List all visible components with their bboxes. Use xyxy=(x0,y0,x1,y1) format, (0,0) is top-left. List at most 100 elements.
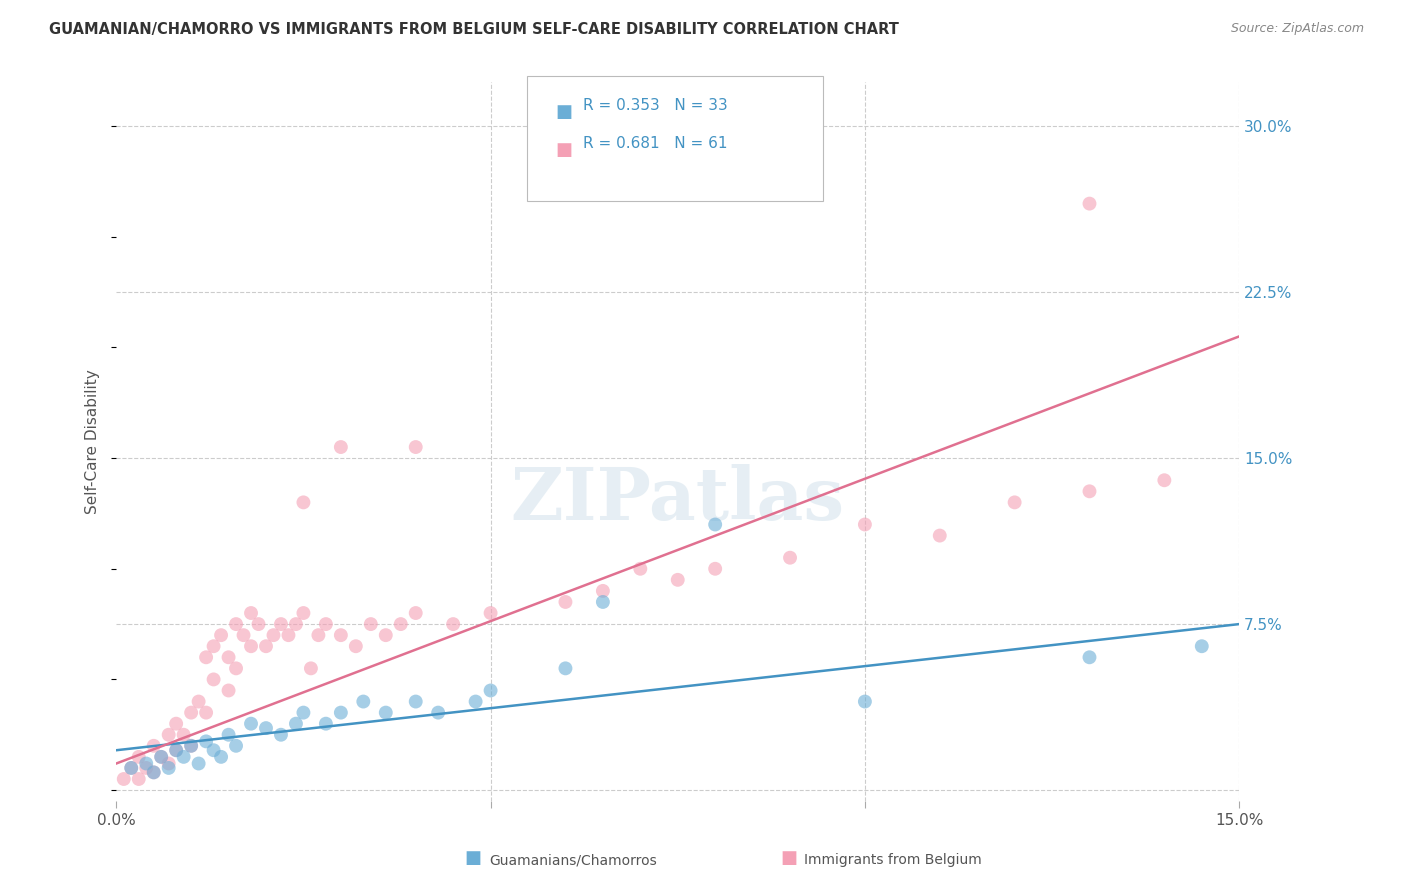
Point xyxy=(344,639,367,653)
Point xyxy=(218,650,240,665)
Point xyxy=(479,606,502,620)
Point xyxy=(128,772,150,786)
Point xyxy=(165,716,187,731)
Point xyxy=(270,728,292,742)
Point xyxy=(307,628,329,642)
Point xyxy=(195,650,218,665)
Text: ■: ■ xyxy=(780,849,797,867)
Point xyxy=(112,772,135,786)
Point xyxy=(142,739,165,753)
Point xyxy=(173,728,195,742)
Point xyxy=(284,716,307,731)
Y-axis label: Self-Care Disability: Self-Care Disability xyxy=(86,369,100,514)
Point xyxy=(218,728,240,742)
Point xyxy=(374,628,396,642)
Point xyxy=(405,694,427,708)
Point xyxy=(374,706,396,720)
Point xyxy=(157,728,180,742)
Point xyxy=(180,739,202,753)
Text: Immigrants from Belgium: Immigrants from Belgium xyxy=(804,853,981,867)
Point xyxy=(240,606,263,620)
Point xyxy=(202,743,225,757)
Point xyxy=(360,617,382,632)
Point xyxy=(247,617,270,632)
Point xyxy=(270,617,292,632)
Point xyxy=(135,756,157,771)
Point xyxy=(195,706,218,720)
Point xyxy=(240,716,263,731)
Point xyxy=(299,661,322,675)
Point xyxy=(254,639,277,653)
Point xyxy=(120,761,142,775)
Point xyxy=(202,673,225,687)
Point xyxy=(284,617,307,632)
Point xyxy=(329,706,352,720)
Point xyxy=(142,765,165,780)
Point xyxy=(352,694,374,708)
Point xyxy=(405,440,427,454)
Text: Guamanians/Chamorros: Guamanians/Chamorros xyxy=(489,853,657,867)
Point xyxy=(254,721,277,735)
Point xyxy=(329,440,352,454)
Point xyxy=(628,562,651,576)
Point xyxy=(165,743,187,757)
Point xyxy=(202,639,225,653)
Text: ■: ■ xyxy=(555,103,572,120)
Point xyxy=(1004,495,1026,509)
Point xyxy=(554,595,576,609)
Text: ZIPatlas: ZIPatlas xyxy=(510,464,845,534)
Point xyxy=(704,517,727,532)
Text: ■: ■ xyxy=(555,141,572,159)
Point xyxy=(232,628,254,642)
Text: ■: ■ xyxy=(464,849,481,867)
Point xyxy=(1078,196,1101,211)
Point xyxy=(329,628,352,642)
Point xyxy=(292,495,315,509)
Point xyxy=(592,595,614,609)
Point xyxy=(1078,650,1101,665)
Point xyxy=(779,550,801,565)
Point xyxy=(315,617,337,632)
Point xyxy=(928,528,950,542)
Point xyxy=(128,750,150,764)
Point xyxy=(218,683,240,698)
Point xyxy=(389,617,412,632)
Point xyxy=(1191,639,1213,653)
Point xyxy=(464,694,486,708)
Point xyxy=(157,756,180,771)
Point xyxy=(150,750,173,764)
Point xyxy=(157,761,180,775)
Point xyxy=(666,573,689,587)
Point xyxy=(479,683,502,698)
Point xyxy=(427,706,450,720)
Point xyxy=(209,750,232,764)
Point xyxy=(405,606,427,620)
Point xyxy=(441,617,464,632)
Point xyxy=(209,628,232,642)
Point xyxy=(120,761,142,775)
Text: Source: ZipAtlas.com: Source: ZipAtlas.com xyxy=(1230,22,1364,36)
Point xyxy=(225,617,247,632)
Point xyxy=(150,750,173,764)
Point xyxy=(225,661,247,675)
Point xyxy=(225,739,247,753)
Point xyxy=(187,694,209,708)
Point xyxy=(853,517,876,532)
Point xyxy=(142,765,165,780)
Point xyxy=(554,661,576,675)
Point xyxy=(165,743,187,757)
Point xyxy=(240,639,263,653)
Point xyxy=(1153,473,1175,487)
Point xyxy=(135,761,157,775)
Point xyxy=(187,756,209,771)
Text: R = 0.681   N = 61: R = 0.681 N = 61 xyxy=(583,136,728,152)
Point xyxy=(292,606,315,620)
Text: R = 0.353   N = 33: R = 0.353 N = 33 xyxy=(583,98,728,113)
Point xyxy=(277,628,299,642)
Point xyxy=(180,739,202,753)
Point xyxy=(292,706,315,720)
Point xyxy=(315,716,337,731)
Point xyxy=(1078,484,1101,499)
Point xyxy=(704,562,727,576)
Point xyxy=(592,583,614,598)
